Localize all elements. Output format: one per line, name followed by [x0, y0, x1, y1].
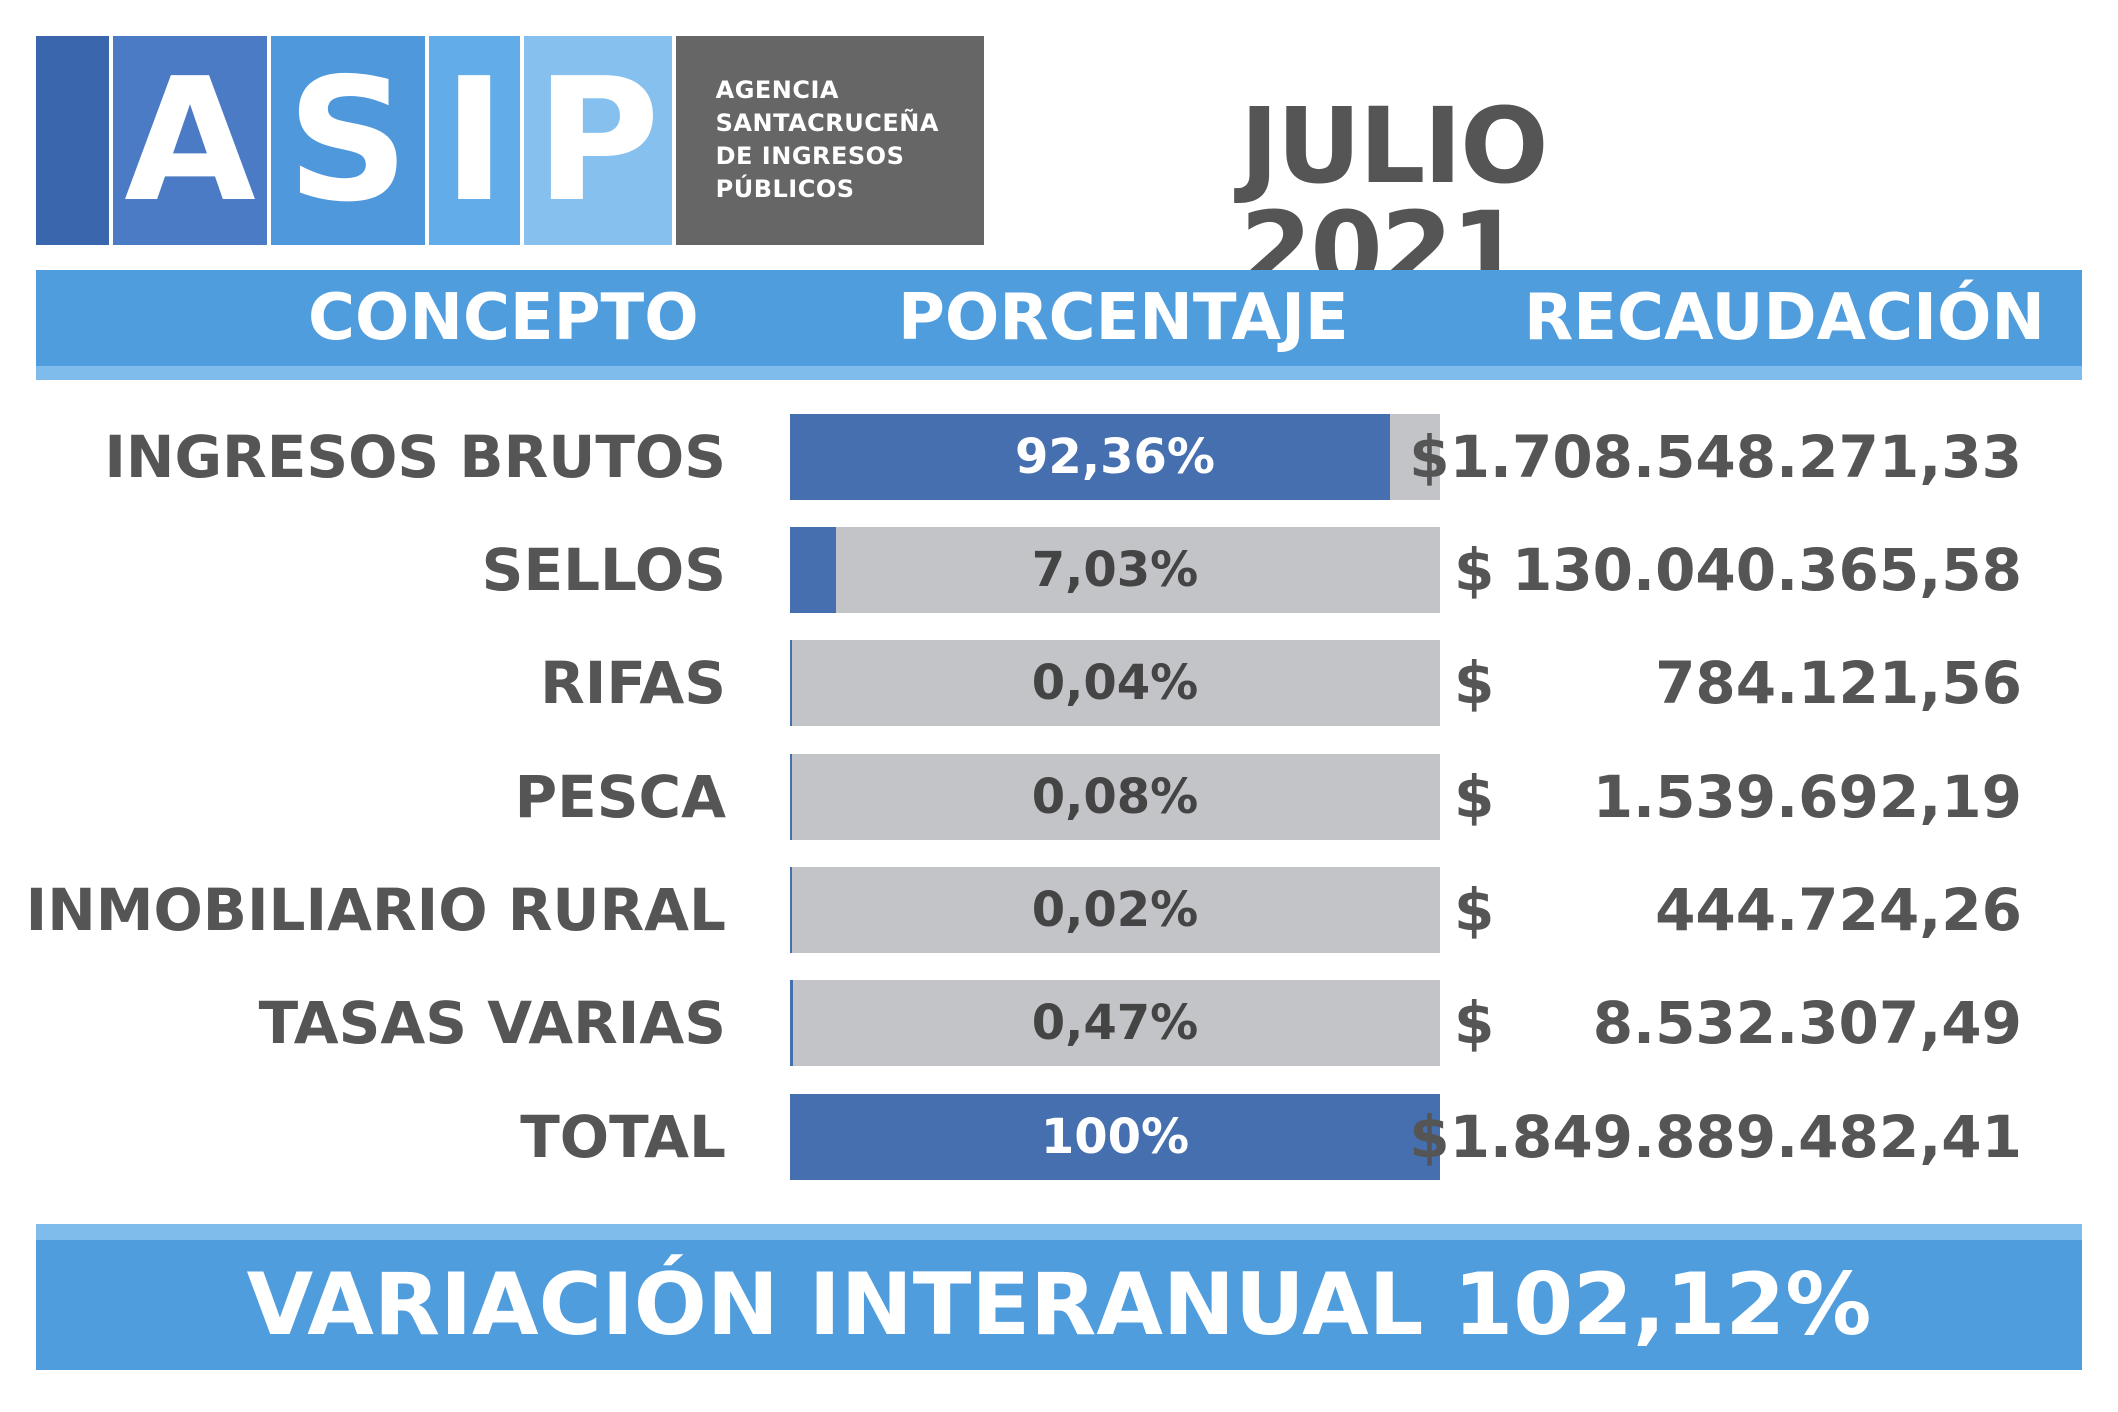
row-amount: $1.708.548.271,33 — [1409, 423, 2022, 491]
percentage-label: 7,03% — [1031, 542, 1199, 598]
currency-symbol: $ — [1454, 876, 1495, 944]
agency-line: DE INGRESOS — [715, 142, 905, 170]
header-percentage: PORCENTAJE — [898, 281, 1349, 355]
percentage-bar-fill — [790, 414, 1391, 500]
footer-banner: VARIACIÓN INTERANUAL 102,12% — [36, 1224, 2082, 1370]
row-concept: INGRESOS BRUTOS — [104, 423, 726, 491]
row-amount: $1.849.889.482,41 — [1409, 1103, 2022, 1171]
table-row: SELLOS 7,03% $130.040.365,58 — [0, 527, 2118, 613]
percentage-label: 0,04% — [1031, 655, 1199, 711]
percentage-bar-fill — [790, 980, 794, 1066]
percentage-bar: 0,47% — [790, 980, 1440, 1066]
logo-letter-s: S — [270, 36, 425, 245]
currency-symbol: $ — [1454, 989, 1495, 1057]
percentage-bar-fill — [790, 527, 836, 613]
year-over-year-variation: VARIACIÓN INTERANUAL 102,12% — [246, 1255, 1872, 1355]
percentage-label: 100% — [1040, 1109, 1190, 1165]
row-concept: SELLOS — [481, 536, 726, 604]
table-row: TOTAL 100% $1.849.889.482,41 — [0, 1094, 2118, 1180]
table-row: TASAS VARIAS 0,47% $8.532.307,49 — [0, 980, 2118, 1066]
percentage-bar: 7,03% — [790, 527, 1440, 613]
percentage-bar: 92,36% — [790, 414, 1440, 500]
row-concept: PESCA — [514, 763, 726, 831]
row-concept: TOTAL — [520, 1103, 726, 1171]
row-amount: 8.532.307,49 — [1592, 989, 2022, 1057]
agency-line: PÚBLICOS — [715, 175, 855, 203]
table-header: CONCEPTO PORCENTAJE RECAUDACIÓN — [36, 270, 2082, 380]
logo-letter-p: P — [523, 36, 672, 245]
logo-block — [36, 36, 110, 245]
agency-name: AGENCIA SANTACRUCEÑA DE INGRESOS PÚBLICO… — [675, 36, 984, 245]
table-row: PESCA 0,08% $1.539.692,19 — [0, 754, 2118, 840]
table-row: INGRESOS BRUTOS 92,36% $1.708.548.271,33 — [0, 414, 2118, 500]
period-title: JULIO 2021 — [1240, 85, 1549, 311]
percentage-label: 0,47% — [1031, 995, 1199, 1051]
logo-letter-i: I — [428, 36, 520, 245]
agency-line: AGENCIA — [715, 76, 839, 104]
percentage-label: 0,08% — [1031, 769, 1199, 825]
percentage-bar: 100% — [790, 1094, 1440, 1180]
header-amount: RECAUDACIÓN — [1524, 281, 2045, 355]
currency-symbol: $ — [1454, 763, 1495, 831]
percentage-label: 92,36% — [1015, 429, 1215, 485]
row-concept: TASAS VARIAS — [258, 989, 726, 1057]
header-concept: CONCEPTO — [308, 281, 699, 355]
percentage-bar: 0,04% — [790, 640, 1440, 726]
percentage-bar-fill — [790, 640, 792, 726]
asip-logo: A S I P AGENCIA SANTACRUCEÑA DE INGRESOS… — [36, 36, 984, 245]
percentage-bar: 0,02% — [790, 867, 1440, 953]
percentage-bar-fill — [790, 1094, 1440, 1180]
currency-symbol: $ — [1454, 649, 1495, 717]
percentage-bar-fill — [790, 867, 792, 953]
row-amount: 444.724,26 — [1655, 876, 2022, 944]
agency-line: SANTACRUCEÑA — [715, 109, 939, 137]
row-amount: 130.040.365,58 — [1511, 536, 2022, 604]
row-amount: 784.121,56 — [1655, 649, 2022, 717]
table-row: RIFAS 0,04% $784.121,56 — [0, 640, 2118, 726]
table-row: INMOBILIARIO RURAL 0,02% $444.724,26 — [0, 867, 2118, 953]
currency-symbol: $ — [1454, 536, 1495, 604]
row-concept: RIFAS — [540, 649, 726, 717]
percentage-bar-fill — [790, 754, 792, 840]
row-amount: 1.539.692,19 — [1592, 763, 2022, 831]
row-concept: INMOBILIARIO RURAL — [25, 876, 726, 944]
logo-letter-a: A — [113, 36, 267, 245]
percentage-bar: 0,08% — [790, 754, 1440, 840]
percentage-label: 0,02% — [1031, 882, 1199, 938]
